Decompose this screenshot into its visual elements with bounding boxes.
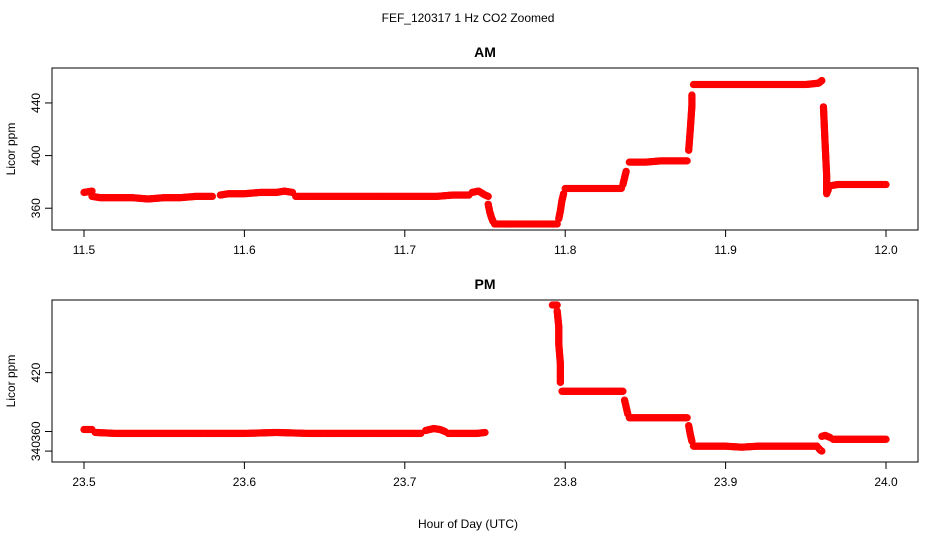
- pm-data-point: [481, 428, 489, 437]
- am-x-tick-label: 11.9: [714, 243, 737, 257]
- am-y-axis-label: Licor ppm: [4, 123, 18, 176]
- am-x-tick-label: 12.0: [874, 243, 898, 257]
- am-data-point: [683, 157, 691, 165]
- am-x-tick-label: 11.5: [73, 243, 96, 257]
- pm-x-tick-label: 23.5: [72, 475, 96, 489]
- pm-data-point: [683, 414, 691, 422]
- am-data-point: [622, 167, 630, 176]
- pm-x-tick-label: 23.9: [714, 475, 738, 489]
- am-x-axis: 11.5 11.6 11.7 11.8 11.9 12.0: [73, 230, 898, 257]
- pm-x-tick-label: 23.7: [393, 475, 417, 489]
- am-panel-title: AM: [474, 44, 496, 60]
- am-data-point: [208, 192, 216, 201]
- pm-x-axis: 23.5 23.6 23.7 23.8 23.9 24.0: [72, 462, 898, 489]
- figure-title: FEF_120317 1 Hz CO2 Zoomed: [382, 11, 555, 25]
- pm-data-point: [818, 447, 826, 455]
- pm-data-point: [882, 435, 890, 443]
- am-y-axis: 360 400 440: [29, 93, 52, 218]
- am-plot-frame: [51, 67, 919, 231]
- pm-data-point: [619, 387, 627, 395]
- pm-plot-frame: [51, 299, 919, 463]
- x-axis-label: Hour of Day (UTC): [418, 517, 518, 531]
- pm-x-tick-label: 24.0: [874, 475, 898, 489]
- am-y-tick-label: 400: [29, 145, 43, 165]
- am-data-point: [882, 180, 890, 189]
- am-data-points: [80, 76, 890, 228]
- pm-y-axis-label: Licor ppm: [4, 355, 18, 408]
- am-x-tick-label: 11.7: [394, 243, 417, 257]
- am-y-tick-label: 360: [29, 198, 43, 218]
- am-x-tick-label: 11.6: [233, 243, 256, 257]
- pm-data-points: [80, 301, 890, 455]
- pm-panel-title: PM: [475, 276, 496, 292]
- pm-y-tick-label: 420: [29, 362, 43, 382]
- am-data-point: [818, 76, 826, 85]
- am-y-tick-label: 440: [29, 93, 43, 113]
- pm-x-tick-label: 23.6: [233, 475, 257, 489]
- am-panel: AM Licor ppm 11.5 11.6 11.7 11.8 11.9 12.0 36…: [4, 44, 919, 257]
- pm-data-point: [556, 378, 565, 387]
- pm-y-tick-label: 340: [29, 441, 43, 461]
- pm-y-tick-label: 360: [29, 421, 43, 441]
- pm-panel: PM Licor ppm 23.5 23.6 23.7 23.8 23.9 24.0 34…: [4, 276, 919, 489]
- am-data-point: [484, 192, 492, 201]
- am-data-point: [688, 91, 696, 99]
- pm-x-tick-label: 23.8: [554, 475, 578, 489]
- am-x-tick-label: 11.8: [554, 243, 577, 257]
